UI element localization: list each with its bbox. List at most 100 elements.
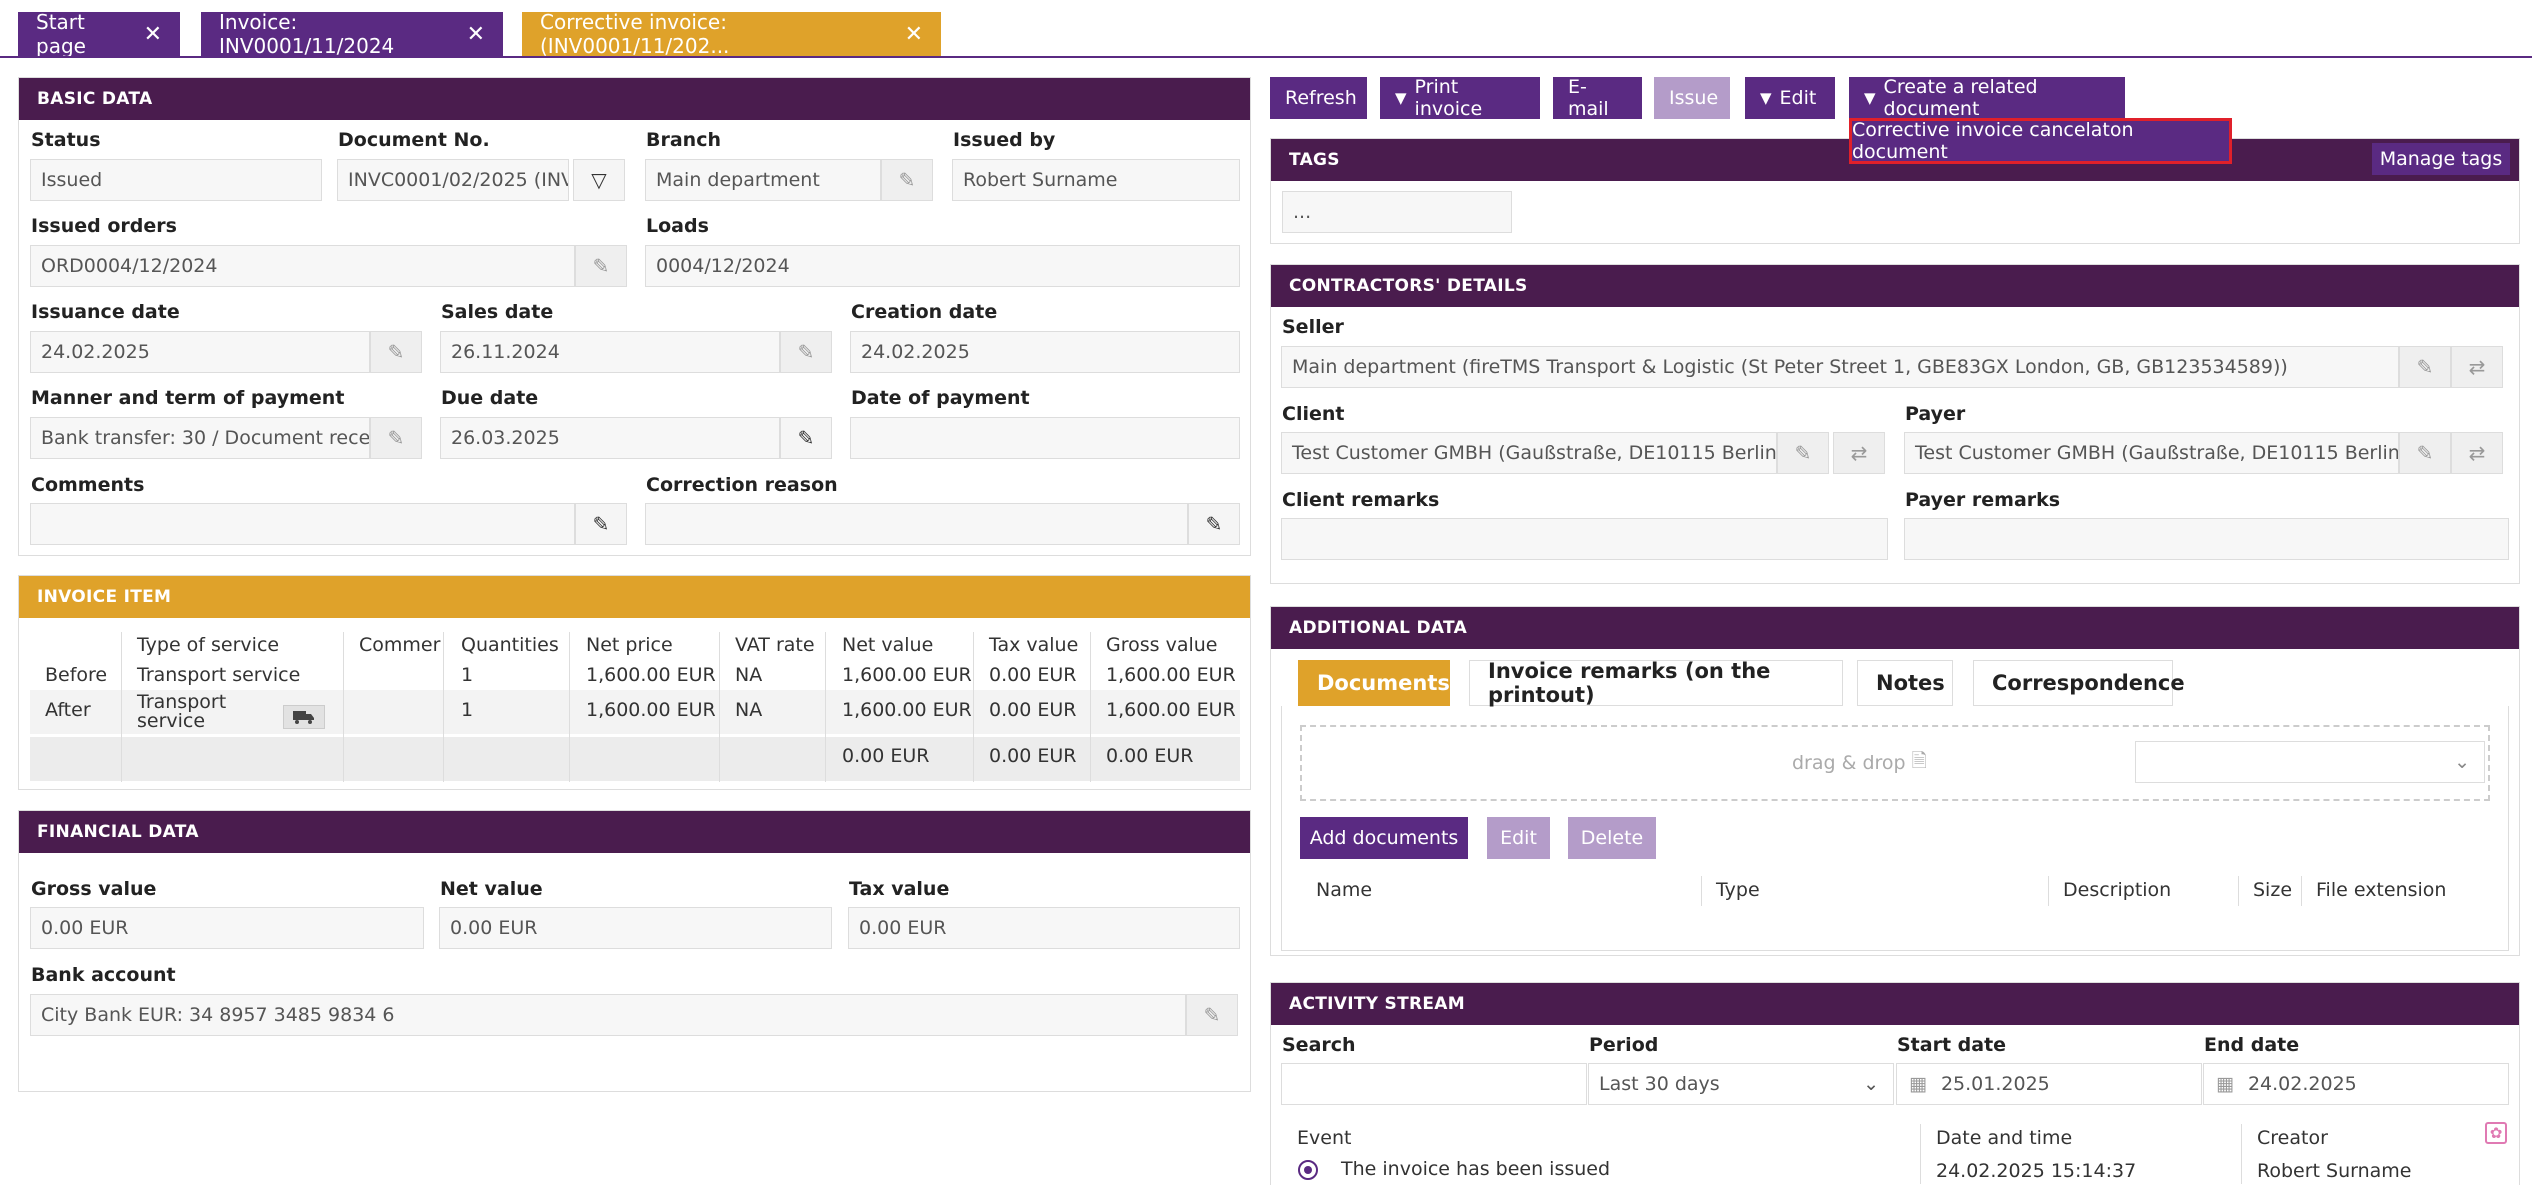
period-select[interactable]: Last 30 days ⌄ [1588,1063,1894,1105]
tab-label: Start page [36,10,86,58]
add-documents-button[interactable]: Add documents [1300,817,1468,859]
tab-invoice[interactable]: Invoice: INV0001/11/2024 ✕ [201,10,503,58]
basic-data-panel: BASIC DATA [18,77,1251,556]
comments-field[interactable] [30,503,575,545]
create-related-document-button[interactable]: ▼ Create a related document [1849,76,2125,120]
column-header: Net price [586,634,673,656]
drag-drop-label: drag & drop [1792,752,1906,774]
edit-label: Edit [1779,87,1817,109]
edit-icon[interactable]: ✎ [780,331,832,373]
column-header: Tax value [989,634,1079,656]
column-divider [569,632,570,782]
invoice-item-header: INVOICE ITEM [19,576,1250,618]
edit-icon[interactable]: ✎ [881,159,933,201]
refresh-button[interactable]: Refresh [1270,77,1367,119]
column-divider [2048,876,2049,906]
issuance-date-field[interactable]: 24.02.2025 [30,331,370,373]
swap-icon[interactable]: ⇄ [2451,432,2503,474]
edit-icon[interactable]: ✎ [2399,346,2451,388]
document-no-field[interactable]: INVC0001/02/2025 (INV0001/11/2024) [337,159,569,201]
start-date-field[interactable]: ▦ 25.01.2025 [1896,1063,2202,1105]
issuance-date-label: Issuance date [31,301,180,323]
status-field[interactable]: Issued [30,159,322,201]
close-icon[interactable]: ✕ [466,21,485,47]
bank-account-field[interactable]: City Bank EUR: 34 8957 3485 9834 6 [30,994,1186,1036]
payer-label: Payer [1905,403,1966,425]
net-value-field[interactable]: 0.00 EUR [439,907,832,949]
settings-icon[interactable]: ✿ [2485,1122,2507,1144]
row-label-before: Before [45,664,108,686]
tab-corrective-invoice[interactable]: Corrective invoice: (INV0001/11/202... ✕ [522,10,941,58]
close-icon[interactable]: ✕ [904,21,923,47]
swap-icon[interactable]: ⇄ [2451,346,2503,388]
edit-button[interactable]: ▼ Edit [1745,77,1835,119]
event-datetime: 24.02.2025 15:14:37 [1936,1160,2137,1182]
event-creator: Robert Surname [2257,1160,2412,1182]
net-price-cell: 1,600.00 EUR [586,699,716,721]
calendar-icon: ▦ [1909,1073,1927,1095]
delete-document-button[interactable]: Delete [1568,817,1656,859]
date-of-payment-field[interactable] [850,417,1240,459]
swap-icon[interactable]: ⇄ [1833,432,1885,474]
basic-data-header: BASIC DATA [19,78,1250,120]
search-input[interactable] [1281,1063,1587,1105]
column-divider [2301,876,2302,906]
corrective-invoice-cancelation-menu-item[interactable]: Corrective invoice cancelaton document [1849,118,2232,164]
manage-tags-button[interactable]: Manage tags [2372,143,2510,175]
issued-by-field[interactable]: Robert Surname [952,159,1240,201]
issue-button[interactable]: Issue [1654,77,1730,119]
comments-label: Comments [31,474,145,496]
column-divider [719,632,720,782]
edit-icon[interactable]: ✎ [370,417,422,459]
start-date-label: Start date [1897,1034,2007,1056]
creation-date-field[interactable]: 24.02.2025 [850,331,1240,373]
vat-cell: NA [735,664,763,686]
tax-cell: 0.00 EUR [989,664,1077,686]
due-date-field[interactable]: 26.03.2025 [440,417,780,459]
print-invoice-button[interactable]: ▼ Print invoice [1380,76,1540,120]
edit-icon[interactable]: ✎ [575,503,627,545]
sales-date-field[interactable]: 26.11.2024 [440,331,780,373]
edit-icon[interactable]: ✎ [1188,503,1240,545]
close-icon[interactable]: ✕ [143,21,162,47]
edit-icon[interactable]: ✎ [2399,432,2451,474]
loads-field[interactable]: 0004/12/2024 [645,245,1240,287]
seller-field[interactable]: Main department (fireTMS Transport & Log… [1281,346,2399,388]
status-label: Status [31,129,101,151]
correction-reason-field[interactable] [645,503,1188,545]
event-radio-icon [1298,1160,1318,1180]
edit-document-button[interactable]: Edit [1487,817,1550,859]
tab-notes[interactable]: Notes [1857,660,1953,706]
gross-value-field[interactable]: 0.00 EUR [30,907,424,949]
payment-term-field[interactable]: Bank transfer: 30 / Document receipt [30,417,370,459]
issued-orders-field[interactable]: ORD0004/12/2024 [30,245,575,287]
edit-icon[interactable]: ✎ [1186,994,1238,1036]
edit-icon[interactable]: ✎ [1777,432,1829,474]
column-header: Gross value [1106,634,1218,656]
edit-icon[interactable]: ✎ [370,331,422,373]
payer-field[interactable]: Test Customer GMBH (Gaußstraße, DE10115 … [1904,432,2399,474]
column-divider [2241,1124,2242,1184]
tab-invoice-remarks[interactable]: Invoice remarks (on the printout) [1469,659,1843,707]
column-divider [1090,632,1091,782]
document-type-select[interactable]: ⌄ [2135,741,2485,783]
filter-icon[interactable]: ▽ [573,159,625,201]
drag-drop-zone[interactable]: drag & drop 🗎 [1300,725,2490,801]
email-button[interactable]: E-mail [1553,76,1642,120]
client-field[interactable]: Test Customer GMBH (Gaußstraße, DE10115 … [1281,432,1777,474]
tax-cell: 0.00 EUR [989,699,1077,721]
tab-documents[interactable]: Documents [1298,660,1450,706]
client-remarks-field[interactable] [1281,518,1888,560]
tags-input[interactable]: ... [1282,191,1512,233]
column-header: Size [2253,879,2293,901]
truck-icon[interactable] [283,705,325,729]
period-value: Last 30 days [1599,1073,1720,1095]
edit-icon[interactable]: ✎ [780,417,832,459]
end-date-field[interactable]: ▦ 24.02.2025 [2203,1063,2509,1105]
branch-field[interactable]: Main department [645,159,881,201]
payer-remarks-field[interactable] [1904,518,2509,560]
edit-icon[interactable]: ✎ [575,245,627,287]
tab-correspondence[interactable]: Correspondence [1973,660,2185,706]
tab-start-page[interactable]: Start page ✕ [18,10,180,58]
tax-value-field[interactable]: 0.00 EUR [848,907,1240,949]
